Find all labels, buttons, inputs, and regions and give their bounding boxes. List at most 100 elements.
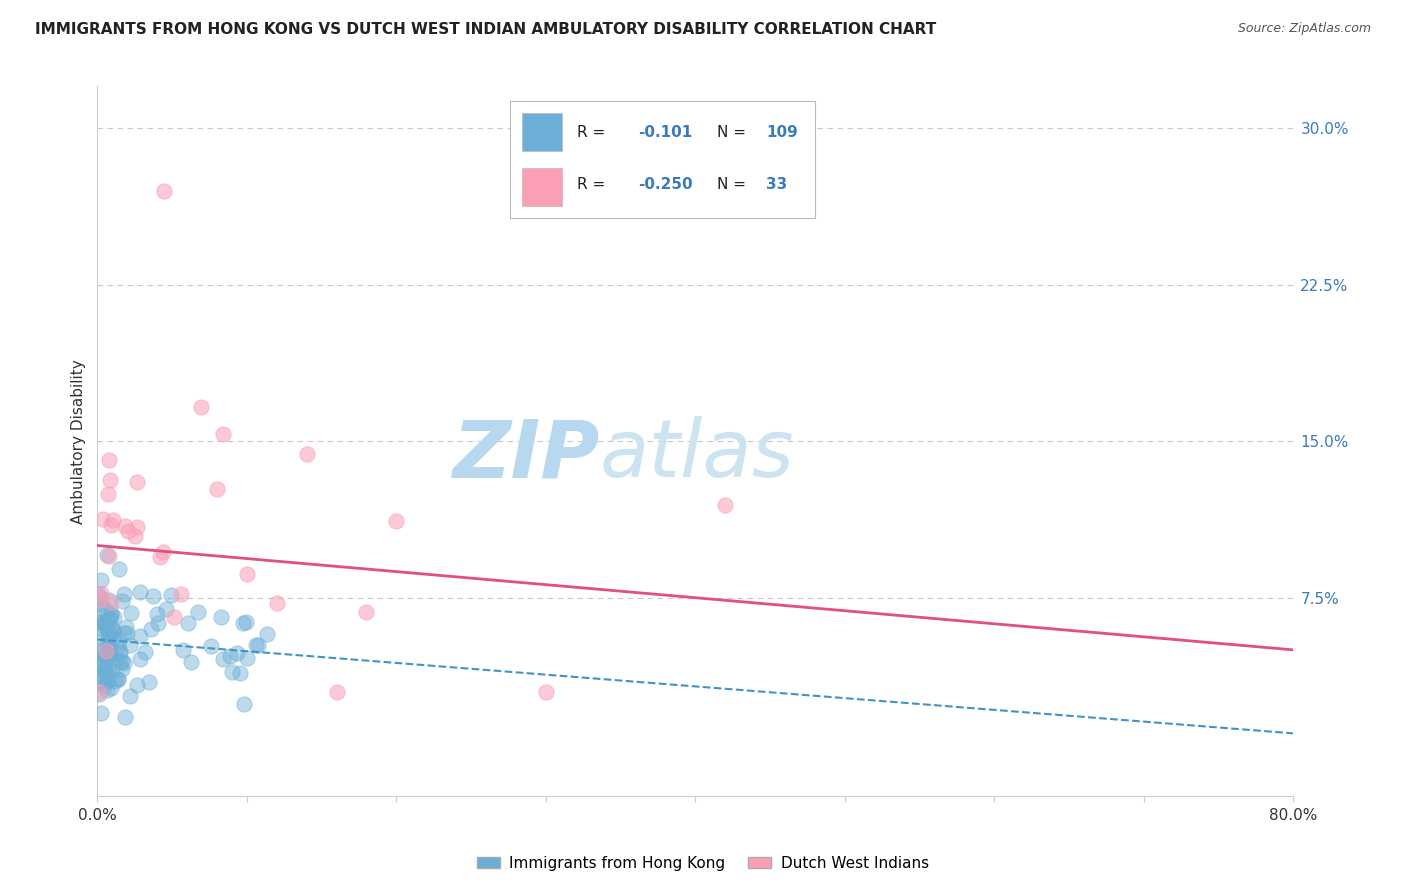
- Point: [139, 622, 162, 636]
- Point: [180, 655, 202, 669]
- Point: [97, 624, 120, 638]
- Point: [91, 602, 114, 616]
- Point: [172, 642, 194, 657]
- Text: Source: ZipAtlas.com: Source: ZipAtlas.com: [1237, 22, 1371, 36]
- Point: [97, 593, 120, 607]
- Point: [101, 624, 124, 639]
- Point: [90, 573, 112, 587]
- Point: [90, 586, 112, 600]
- Y-axis label: Ambulatory Disability: Ambulatory Disability: [72, 359, 86, 524]
- Point: [138, 674, 160, 689]
- Point: [108, 646, 131, 660]
- Point: [120, 638, 142, 652]
- Point: [97, 632, 120, 646]
- Point: [96, 673, 118, 688]
- Point: [93, 648, 115, 663]
- Point: [87, 687, 110, 701]
- Point: [105, 652, 128, 666]
- Point: [714, 499, 737, 513]
- Point: [146, 616, 169, 631]
- Point: [256, 626, 278, 640]
- Point: [89, 684, 111, 698]
- Point: [103, 622, 125, 636]
- Point: [114, 709, 136, 723]
- Point: [232, 615, 254, 630]
- Point: [356, 605, 378, 619]
- Point: [89, 651, 111, 665]
- Point: [100, 622, 122, 636]
- Point: [104, 673, 127, 688]
- Point: [100, 607, 122, 621]
- Point: [94, 652, 117, 666]
- Point: [120, 606, 142, 620]
- Point: [91, 644, 114, 658]
- Point: [97, 630, 120, 644]
- Point: [160, 588, 183, 602]
- Point: [98, 612, 121, 626]
- Point: [97, 650, 120, 665]
- Point: [91, 615, 114, 629]
- Point: [114, 519, 136, 533]
- Point: [118, 690, 141, 704]
- Point: [134, 645, 156, 659]
- Point: [93, 615, 115, 630]
- Point: [90, 706, 112, 720]
- Point: [219, 649, 242, 664]
- Point: [87, 667, 110, 681]
- Point: [107, 634, 129, 648]
- Point: [142, 589, 165, 603]
- Point: [87, 621, 110, 635]
- Point: [205, 482, 228, 496]
- Point: [233, 697, 256, 711]
- Point: [89, 590, 111, 604]
- Point: [97, 639, 120, 653]
- Point: [93, 679, 115, 693]
- Point: [534, 684, 557, 698]
- Point: [125, 678, 148, 692]
- Point: [325, 684, 347, 698]
- Point: [115, 626, 138, 640]
- Text: atlas: atlas: [600, 417, 794, 494]
- Point: [97, 487, 120, 501]
- Point: [187, 605, 209, 619]
- Point: [93, 632, 115, 646]
- Point: [96, 647, 118, 661]
- Point: [115, 620, 138, 634]
- Point: [212, 651, 235, 665]
- Point: [247, 638, 270, 652]
- Point: [90, 657, 112, 672]
- Point: [146, 607, 169, 621]
- Point: [89, 615, 111, 630]
- Point: [94, 618, 117, 632]
- Point: [91, 617, 114, 632]
- Point: [98, 612, 121, 626]
- Point: [100, 595, 122, 609]
- Point: [110, 662, 132, 676]
- Point: [103, 630, 125, 644]
- Point: [125, 520, 148, 534]
- Point: [200, 640, 222, 654]
- Point: [94, 604, 117, 618]
- Point: [295, 447, 318, 461]
- Point: [98, 640, 121, 654]
- Point: [100, 518, 122, 533]
- Point: [94, 663, 117, 677]
- Text: IMMIGRANTS FROM HONG KONG VS DUTCH WEST INDIAN AMBULATORY DISABILITY CORRELATION: IMMIGRANTS FROM HONG KONG VS DUTCH WEST …: [35, 22, 936, 37]
- Point: [100, 607, 122, 622]
- Point: [98, 473, 121, 487]
- Point: [212, 427, 235, 442]
- Point: [226, 646, 249, 660]
- Point: [107, 672, 129, 686]
- Point: [129, 629, 152, 643]
- Point: [112, 587, 135, 601]
- Point: [149, 550, 172, 565]
- Point: [103, 610, 125, 624]
- Point: [87, 675, 110, 690]
- Point: [100, 665, 122, 679]
- Point: [98, 626, 121, 640]
- Point: [111, 594, 134, 608]
- Point: [128, 585, 150, 599]
- Point: [236, 567, 259, 582]
- Point: [170, 587, 193, 601]
- Point: [100, 681, 122, 695]
